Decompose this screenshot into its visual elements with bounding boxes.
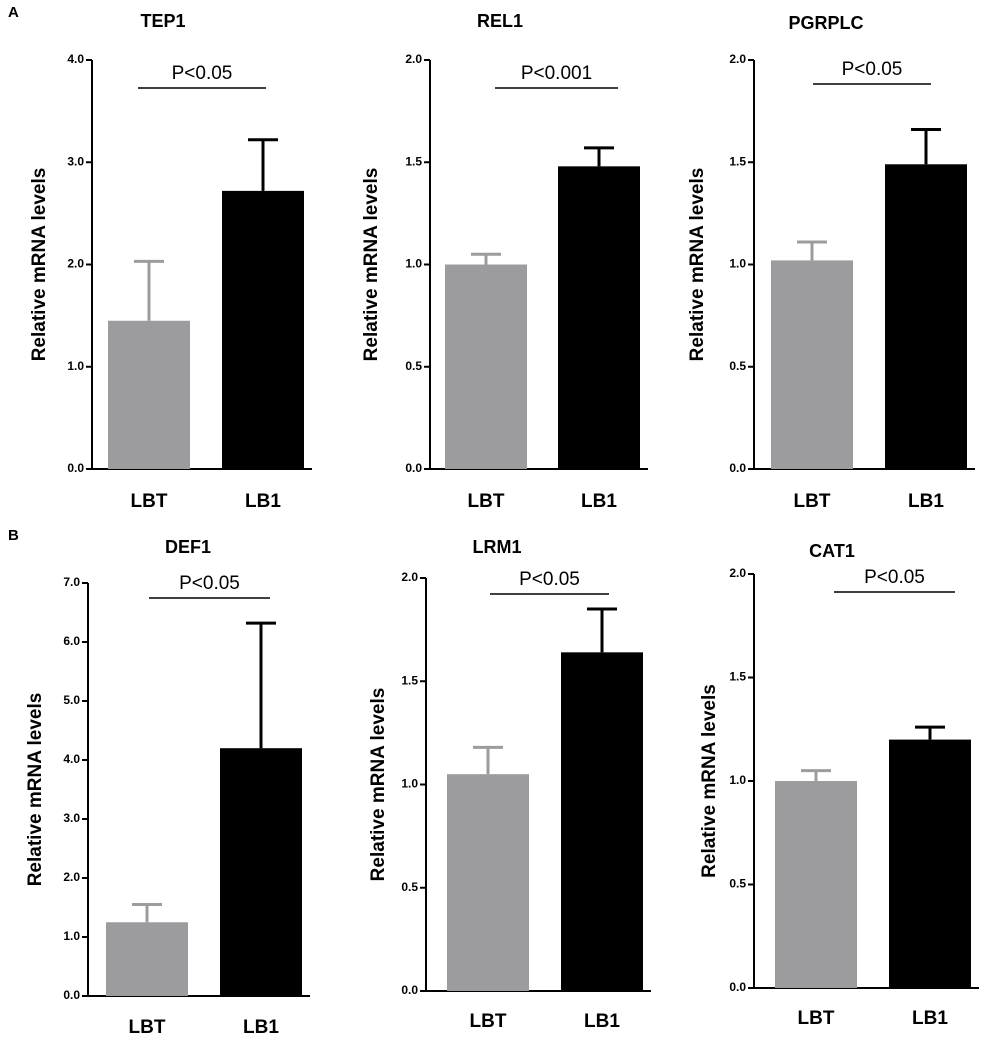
def1-ytick-label: 3.0 [63,811,80,825]
pgrplc-xtick-label-lbt: LBT [794,491,831,512]
lrm1-ytick-label: 1.0 [401,777,418,791]
pgrplc-bar-lbt [771,260,853,469]
tep1-bar-lb1 [222,190,304,469]
rel1-significance-label: P<0.001 [521,63,592,84]
cat1-title: CAT1 [809,541,855,561]
lrm1-ytick-label: 1.5 [401,673,418,687]
pgrplc-xtick-label-lb1: LB1 [908,491,944,512]
rel1-ytick-label: 2.0 [405,52,422,66]
lrm1-ytick-label: 0.5 [401,880,418,894]
def1-ytick-label: 0.0 [63,988,80,1002]
tep1-title: TEP1 [140,11,185,31]
cat1-ytick-label: 0.5 [729,877,746,891]
def1-ytick-label: 5.0 [63,693,80,707]
cat1-ylabel: Relative mRNA levels [699,684,720,878]
cat1-ytick-label: 2.0 [729,566,746,580]
lrm1-xtick-label-lb1: LB1 [584,1011,620,1032]
rel1-xtick-label-lbt: LBT [468,491,505,512]
pgrplc-significance-label: P<0.05 [842,59,903,80]
rel1-ytick-label: 0.5 [405,359,422,373]
pgrplc-ylabel: Relative mRNA levels [687,168,708,362]
lrm1-significance-label: P<0.05 [519,569,580,590]
def1-ylabel: Relative mRNA levels [25,693,46,887]
def1-ytick-label: 7.0 [63,575,80,589]
def1-bar-lbt [106,922,188,996]
cat1-ytick-label: 1.5 [729,670,746,684]
lrm1-ytick-label: 0.0 [401,983,418,997]
rel1-bar-lb1 [558,166,640,469]
rel1-ytick-label: 0.0 [405,461,422,475]
rel1-ylabel: Relative mRNA levels [361,168,382,362]
cat1-xtick-label-lbt: LBT [798,1008,835,1029]
pgrplc-title: PGRPLC [788,13,863,33]
pgrplc-ytick-label: 0.0 [729,461,746,475]
tep1-ytick-label: 2.0 [67,257,84,271]
panel-label-b: B [8,527,19,544]
tep1-ytick-label: 3.0 [67,154,84,168]
rel1-xtick-label-lb1: LB1 [581,491,617,512]
lrm1-bar-lbt [447,774,529,991]
pgrplc-ytick-label: 1.0 [729,257,746,271]
tep1-ytick-label: 4.0 [67,52,84,66]
cat1-ytick-label: 0.0 [729,980,746,994]
tep1-xtick-label-lb1: LB1 [245,491,281,512]
cat1-bar-lb1 [889,739,971,988]
def1-xtick-label-lbt: LBT [129,1017,166,1037]
pgrplc-bar-lb1 [885,164,967,470]
def1-significance-label: P<0.05 [179,573,240,594]
def1-bar-lb1 [220,748,302,996]
pgrplc-ytick-label: 0.5 [729,359,746,373]
def1-ytick-label: 1.0 [63,929,80,943]
cat1-ytick-label: 1.0 [729,773,746,787]
tep1-xtick-label-lbt: LBT [131,491,168,512]
rel1-title: REL1 [477,11,523,31]
tep1-significance-label: P<0.05 [172,63,233,84]
tep1-bar-lbt [108,320,190,469]
pgrplc-ytick-label: 2.0 [729,52,746,66]
lrm1-title: LRM1 [473,537,522,557]
def1-ytick-label: 6.0 [63,634,80,648]
tep1-ytick-label: 1.0 [67,359,84,373]
lrm1-xtick-label-lbt: LBT [470,1011,507,1032]
tep1-ytick-label: 0.0 [67,461,84,475]
def1-ytick-label: 2.0 [63,870,80,884]
def1-ytick-label: 4.0 [63,752,80,766]
cat1-xtick-label-lb1: LB1 [912,1008,948,1029]
lrm1-ytick-label: 2.0 [401,570,418,584]
tep1-ylabel: Relative mRNA levels [29,168,50,362]
rel1-ytick-label: 1.0 [405,257,422,271]
rel1-bar-lbt [445,264,527,469]
pgrplc-ytick-label: 1.5 [729,154,746,168]
panel-label-a: A [8,4,19,21]
lrm1-bar-lb1 [561,652,643,991]
def1-title: DEF1 [165,537,211,557]
def1-xtick-label-lb1: LB1 [243,1017,279,1037]
lrm1-ylabel: Relative mRNA levels [368,688,389,882]
cat1-bar-lbt [775,781,857,988]
rel1-ytick-label: 1.5 [405,154,422,168]
cat1-significance-label: P<0.05 [864,567,925,588]
